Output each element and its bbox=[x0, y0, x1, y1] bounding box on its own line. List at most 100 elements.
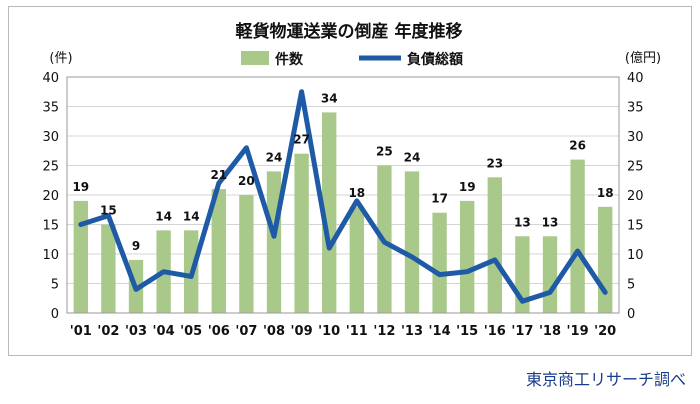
bar bbox=[570, 159, 585, 313]
x-tick-label: '08 bbox=[263, 324, 285, 339]
data-labels: 19 15 9 14 14 21 20 24 27 34 18 25 24 17 19 23 13 13 26 18 bbox=[72, 91, 614, 253]
line-point bbox=[410, 255, 414, 259]
legend: 件数 負債総額 bbox=[241, 51, 463, 68]
line-point bbox=[134, 287, 138, 291]
left-tick-label: 0 bbox=[51, 307, 59, 322]
bar bbox=[432, 212, 447, 313]
right-tick-label: 35 bbox=[627, 101, 644, 116]
line-point bbox=[438, 273, 442, 277]
x-tick-label: '13 bbox=[401, 324, 423, 339]
bar-data-label: 34 bbox=[321, 91, 338, 105]
x-tick-label: '06 bbox=[208, 324, 230, 339]
bar bbox=[101, 224, 116, 313]
chart-frame: 軽貨物運送業の倒産 年度推移 (件) (億円) 19 15 9 14 14 21 20 24 2… bbox=[8, 6, 692, 356]
legend-bar-label: 件数 bbox=[275, 51, 304, 68]
line-point bbox=[493, 258, 497, 262]
right-tick-label: 15 bbox=[627, 219, 644, 234]
bar-data-label: 26 bbox=[569, 139, 586, 153]
line-point bbox=[520, 299, 524, 303]
line-point bbox=[162, 270, 166, 274]
right-tick-label: 40 bbox=[627, 71, 644, 86]
line-point bbox=[300, 90, 304, 94]
bar-data-label: 19 bbox=[72, 180, 89, 194]
bar-data-label: 17 bbox=[431, 192, 448, 206]
left-tick-label: 15 bbox=[42, 219, 59, 234]
bar-data-label: 27 bbox=[293, 133, 310, 147]
bar bbox=[239, 195, 254, 313]
x-tick-label: '09 bbox=[291, 324, 313, 339]
line-point bbox=[382, 240, 386, 244]
line-point bbox=[244, 146, 248, 150]
bar bbox=[211, 189, 226, 313]
source-credit: 東京商工リサーチ調べ bbox=[525, 370, 686, 389]
bar bbox=[487, 177, 502, 313]
chart-svg: 軽貨物運送業の倒産 年度推移 (件) (億円) 19 15 9 14 14 21 20 24 2… bbox=[42, 21, 661, 339]
x-tick-label: '05 bbox=[180, 324, 202, 339]
x-tick-label: '02 bbox=[97, 324, 119, 339]
left-tick-label: 10 bbox=[42, 248, 59, 263]
x-tick-label: '14 bbox=[429, 324, 451, 339]
bar bbox=[73, 200, 88, 313]
bar bbox=[349, 206, 364, 313]
left-tick-label: 30 bbox=[42, 130, 59, 145]
line-series-path bbox=[78, 89, 608, 304]
bar-data-label: 20 bbox=[238, 174, 255, 188]
bar-data-label: 14 bbox=[155, 209, 172, 223]
right-tick-label: 10 bbox=[627, 248, 644, 263]
bar-data-label: 14 bbox=[183, 209, 200, 223]
right-tick-label: 30 bbox=[627, 130, 644, 145]
x-tick-label: '11 bbox=[346, 324, 368, 339]
right-tick-label: 20 bbox=[627, 189, 644, 204]
bar-data-label: 18 bbox=[597, 186, 614, 200]
left-tick-label: 5 bbox=[51, 278, 59, 293]
left-tick-label: 20 bbox=[42, 189, 59, 204]
x-tick-label: '01 bbox=[70, 324, 92, 339]
left-tick-label: 40 bbox=[42, 71, 59, 86]
legend-bar-swatch bbox=[241, 51, 269, 65]
line-point bbox=[327, 246, 331, 250]
left-tick-label: 25 bbox=[42, 160, 59, 175]
x-tick-label: '20 bbox=[594, 324, 616, 339]
line-point bbox=[217, 181, 221, 185]
bar-data-label: 13 bbox=[542, 215, 559, 229]
x-tick-label: '10 bbox=[318, 324, 340, 339]
bar-data-label: 15 bbox=[100, 204, 117, 218]
x-tick-label: '18 bbox=[539, 324, 561, 339]
bar-data-label: 25 bbox=[376, 145, 393, 159]
right-axis-unit: (億円) bbox=[625, 50, 661, 66]
line-point bbox=[548, 290, 552, 294]
bar-data-label: 21 bbox=[210, 168, 227, 182]
line-point bbox=[272, 234, 276, 238]
bar bbox=[542, 236, 558, 313]
bar bbox=[598, 206, 613, 313]
line-point bbox=[106, 214, 110, 218]
bar bbox=[266, 171, 282, 313]
x-tick-label: '12 bbox=[373, 324, 395, 339]
bar-data-label: 13 bbox=[514, 215, 531, 229]
line-point bbox=[576, 249, 580, 253]
line-point bbox=[79, 223, 83, 226]
line-point bbox=[355, 199, 359, 203]
x-tick-label: '15 bbox=[456, 324, 478, 339]
chart-title: 軽貨物運送業の倒産 年度推移 bbox=[236, 21, 463, 42]
bar-data-label: 23 bbox=[486, 156, 503, 170]
bar bbox=[460, 200, 475, 313]
line-point bbox=[189, 274, 193, 278]
bar-data-label: 24 bbox=[266, 150, 283, 164]
right-tick-label: 0 bbox=[627, 307, 635, 322]
plot-border bbox=[66, 76, 620, 314]
bar-data-label: 9 bbox=[132, 239, 140, 253]
bar-data-label: 19 bbox=[459, 180, 476, 194]
bar-data-label: 24 bbox=[404, 150, 421, 164]
line-series bbox=[78, 89, 608, 304]
left-tick-label: 35 bbox=[42, 101, 59, 116]
x-tick-label: '07 bbox=[235, 324, 257, 339]
line-point bbox=[465, 270, 469, 274]
left-axis-unit: (件) bbox=[49, 51, 72, 66]
axes: 0 5 10 15 20 25 30 35 40 0 5 10 15 20 25 30 35 40 '01 '02 '0… bbox=[42, 71, 643, 339]
line-point bbox=[603, 290, 607, 294]
bar bbox=[404, 171, 420, 313]
legend-line-label: 負債総額 bbox=[407, 51, 463, 68]
x-tick-label: '19 bbox=[567, 324, 589, 339]
x-tick-label: '17 bbox=[511, 324, 533, 339]
